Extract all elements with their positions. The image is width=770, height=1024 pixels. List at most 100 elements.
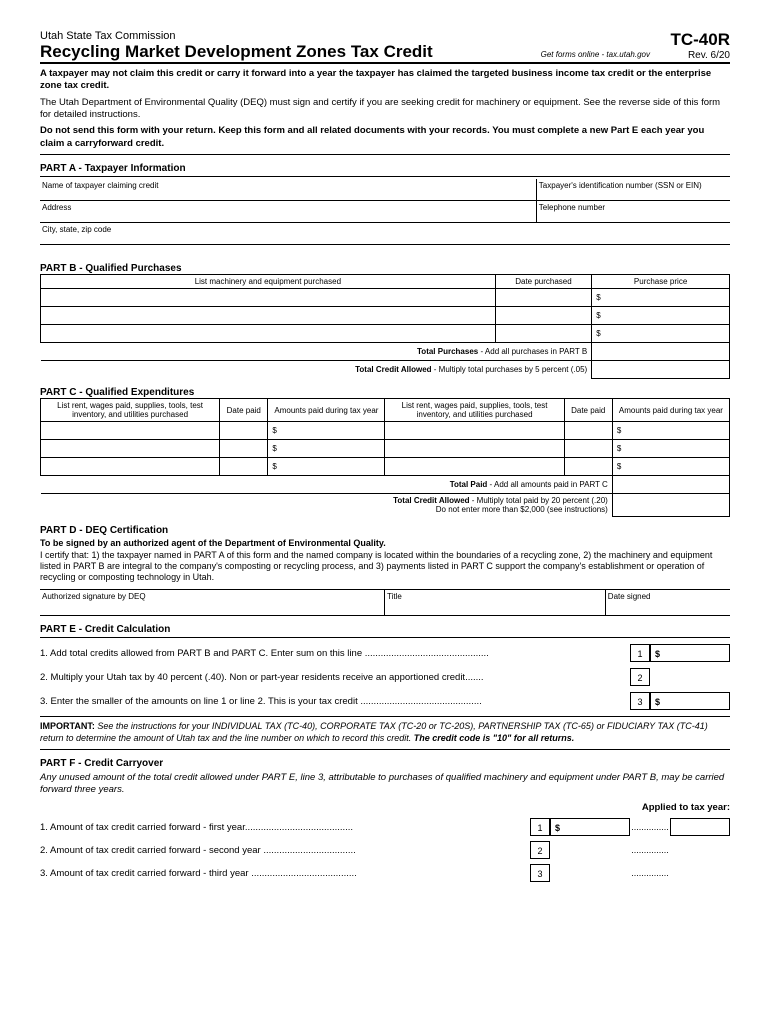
part-c-date-2b[interactable] <box>564 440 612 458</box>
intro-paragraph-2: The Utah Department of Environmental Qua… <box>40 97 730 122</box>
part-a-header: PART A - Taxpayer Information <box>40 163 730 174</box>
divider <box>40 176 730 177</box>
part-f-line-1-num: 1 <box>530 818 550 836</box>
part-e-line-2: 2. Multiply your Utah tax by 40 percent … <box>40 668 730 686</box>
part-f-line-1-amount[interactable]: $ <box>550 818 630 836</box>
part-c-amt-2b[interactable]: $ <box>612 440 729 458</box>
part-c-col-3a: Amounts paid during tax year <box>268 399 385 422</box>
part-c-item-1a[interactable] <box>41 422 220 440</box>
total-paid-label: Total Paid - Add all amounts paid in PAR… <box>41 476 613 494</box>
part-f-dots-2: ............... <box>630 845 670 855</box>
part-c-header: PART C - Qualified Expenditures <box>40 387 730 398</box>
part-b-price-1[interactable]: $ <box>592 289 730 307</box>
city-state-zip-field[interactable]: City, state, zip code <box>40 223 730 245</box>
part-a-row-1: Name of taxpayer claiming credit Taxpaye… <box>40 179 730 201</box>
intro-paragraph-3: Do not send this form with your return. … <box>40 125 730 150</box>
part-e-line-1-amount[interactable]: $ <box>650 644 730 662</box>
part-b-col-2: Date purchased <box>495 275 591 289</box>
part-e-line-3: 3. Enter the smaller of the amounts on l… <box>40 692 730 710</box>
part-f-dots-3: ............... <box>630 868 670 878</box>
part-c-date-3b[interactable] <box>564 458 612 476</box>
part-b-item-1[interactable] <box>41 289 496 307</box>
divider <box>40 716 730 717</box>
part-b-date-1[interactable] <box>495 289 591 307</box>
total-purchases-label: Total Purchases - Add all purchases in P… <box>41 343 592 361</box>
part-b-price-2[interactable]: $ <box>592 307 730 325</box>
part-f-line-1-text: 1. Amount of tax credit carried forward … <box>40 822 526 833</box>
taxpayer-name-field[interactable]: Name of taxpayer claiming credit <box>40 179 537 200</box>
divider <box>40 154 730 155</box>
deq-signature-field[interactable]: Authorized signature by DEQ <box>40 590 385 615</box>
part-c-col-1a: List rent, wages paid, supplies, tools, … <box>41 399 220 422</box>
intro-paragraph-1: A taxpayer may not claim this credit or … <box>40 68 730 93</box>
part-e-line-3-text: 3. Enter the smaller of the amounts on l… <box>40 696 626 707</box>
part-f-year-1[interactable] <box>670 818 730 836</box>
part-f-intro: Any unused amount of the total credit al… <box>40 772 730 797</box>
part-e-line-2-amount[interactable] <box>650 668 730 686</box>
part-b-price-3[interactable]: $ <box>592 325 730 343</box>
deq-signature-row: Authorized signature by DEQ Title Date s… <box>40 589 730 616</box>
part-c-item-2a[interactable] <box>41 440 220 458</box>
part-f-line-3-amount[interactable] <box>550 864 630 882</box>
part-b-col-1: List machinery and equipment purchased <box>41 275 496 289</box>
part-d-certify-text: I certify that: 1) the taxpayer named in… <box>40 550 730 584</box>
total-credit-c-amount[interactable] <box>612 494 729 517</box>
part-f-line-3-num: 3 <box>530 864 550 882</box>
part-c-item-1b[interactable] <box>385 422 564 440</box>
phone-field[interactable]: Telephone number <box>537 201 730 222</box>
part-b-header: PART B - Qualified Purchases <box>40 263 730 274</box>
part-c-amt-1b[interactable]: $ <box>612 422 729 440</box>
part-e-line-1: 1. Add total credits allowed from PART B… <box>40 644 730 662</box>
total-credit-b-label: Total Credit Allowed - Multiply total pu… <box>41 361 592 379</box>
part-c-amt-3b[interactable]: $ <box>612 458 729 476</box>
part-c-date-1a[interactable] <box>220 422 268 440</box>
address-field[interactable]: Address <box>40 201 537 222</box>
total-credit-b-amount[interactable] <box>592 361 730 379</box>
important-note: IMPORTANT: See the instructions for your… <box>40 721 730 744</box>
part-f-line-2-amount[interactable] <box>550 841 630 859</box>
part-c-table: List rent, wages paid, supplies, tools, … <box>40 398 730 517</box>
form-revision: Rev. 6/20 <box>670 50 730 61</box>
form-code: TC-40R <box>670 30 730 50</box>
part-b-date-2[interactable] <box>495 307 591 325</box>
part-c-date-1b[interactable] <box>564 422 612 440</box>
part-b-item-2[interactable] <box>41 307 496 325</box>
deq-title-field[interactable]: Title <box>385 590 606 615</box>
part-f-line-2-text: 2. Amount of tax credit carried forward … <box>40 845 526 856</box>
part-c-date-2a[interactable] <box>220 440 268 458</box>
taxpayer-id-field[interactable]: Taxpayer's identification number (SSN or… <box>537 179 730 200</box>
total-credit-c-label: Total Credit Allowed - Multiply total pa… <box>41 494 613 517</box>
part-b-date-3[interactable] <box>495 325 591 343</box>
part-d-header: PART D - DEQ Certification <box>40 525 730 536</box>
part-c-col-2b: Date paid <box>564 399 612 422</box>
part-e-line-1-text: 1. Add total credits allowed from PART B… <box>40 648 626 659</box>
part-c-amt-3a[interactable]: $ <box>268 458 385 476</box>
commission-name: Utah State Tax Commission <box>40 30 670 42</box>
part-c-item-2b[interactable] <box>385 440 564 458</box>
part-a-row-2: Address Telephone number <box>40 201 730 223</box>
part-c-item-3b[interactable] <box>385 458 564 476</box>
part-d-subtitle: To be signed by an authorized agent of t… <box>40 538 730 548</box>
part-f-line-1: 1. Amount of tax credit carried forward … <box>40 818 730 836</box>
part-f-line-2: 2. Amount of tax credit carried forward … <box>40 841 730 859</box>
part-c-item-3a[interactable] <box>41 458 220 476</box>
part-b-table: List machinery and equipment purchased D… <box>40 274 730 379</box>
part-e-line-2-num: 2 <box>630 668 650 686</box>
part-f-line-3-text: 3. Amount of tax credit carried forward … <box>40 868 526 879</box>
part-e-header: PART E - Credit Calculation <box>40 624 730 635</box>
part-c-col-2a: Date paid <box>220 399 268 422</box>
deq-date-field[interactable]: Date signed <box>606 590 730 615</box>
part-c-amt-1a[interactable]: $ <box>268 422 385 440</box>
part-c-date-3a[interactable] <box>220 458 268 476</box>
part-b-item-3[interactable] <box>41 325 496 343</box>
part-e-line-3-num: 3 <box>630 692 650 710</box>
divider <box>40 62 730 64</box>
part-f-line-2-num: 2 <box>530 841 550 859</box>
part-b-col-3: Purchase price <box>592 275 730 289</box>
part-e-line-1-num: 1 <box>630 644 650 662</box>
part-e-line-2-text: 2. Multiply your Utah tax by 40 percent … <box>40 672 626 683</box>
total-paid-amount[interactable] <box>612 476 729 494</box>
total-purchases-amount[interactable] <box>592 343 730 361</box>
part-e-line-3-amount[interactable]: $ <box>650 692 730 710</box>
part-c-amt-2a[interactable]: $ <box>268 440 385 458</box>
